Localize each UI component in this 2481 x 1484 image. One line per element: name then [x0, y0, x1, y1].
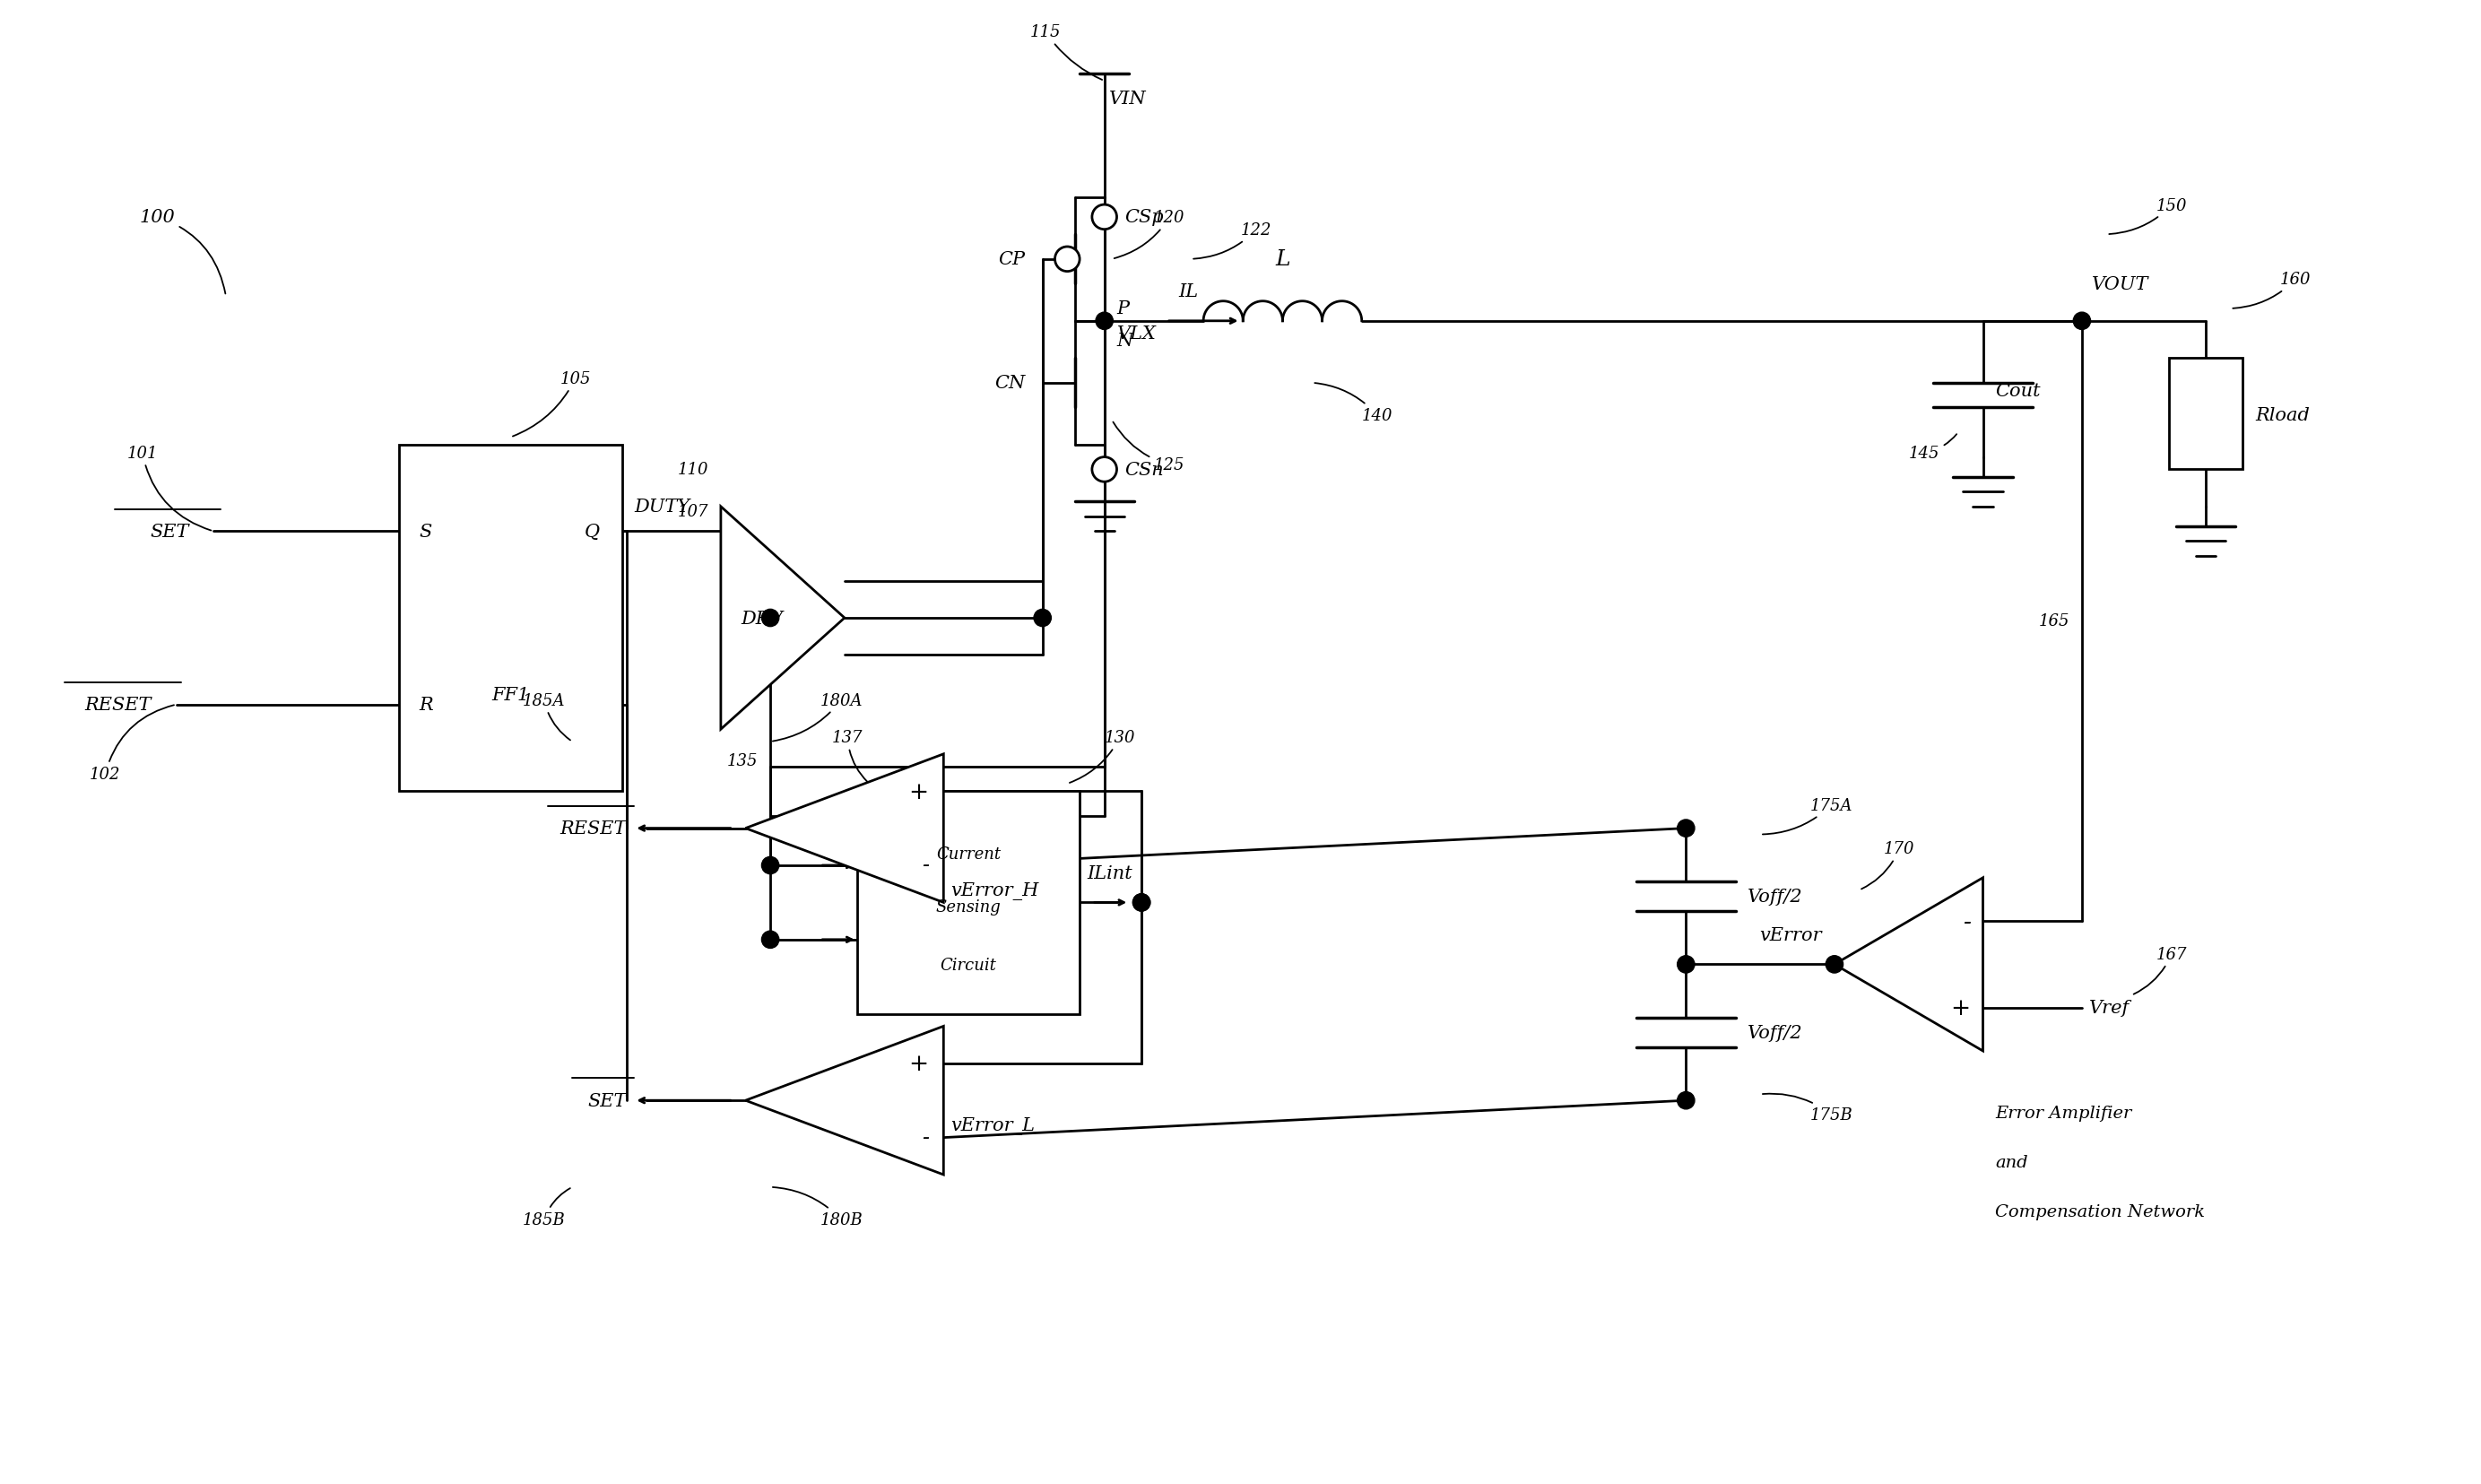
Text: -: -	[920, 855, 928, 876]
Polygon shape	[722, 508, 844, 730]
Polygon shape	[747, 754, 943, 902]
Text: Sensing: Sensing	[935, 899, 1000, 916]
Text: 185B: 185B	[523, 1189, 571, 1227]
Text: CN: CN	[995, 375, 1025, 392]
Circle shape	[1094, 459, 1116, 481]
Text: Vref: Vref	[2089, 999, 2129, 1017]
Text: +: +	[908, 781, 928, 803]
Text: 122: 122	[1193, 223, 1270, 260]
Text: vError_L: vError_L	[950, 1116, 1035, 1134]
Circle shape	[1035, 610, 1052, 628]
Text: Voff/2: Voff/2	[1747, 1024, 1804, 1042]
Text: -: -	[1962, 910, 1970, 932]
Text: VLX: VLX	[1116, 325, 1156, 343]
Circle shape	[762, 932, 779, 948]
Text: Compensation Network: Compensation Network	[1995, 1204, 2206, 1220]
Text: vError_H: vError_H	[950, 881, 1040, 899]
Circle shape	[1057, 248, 1079, 270]
Text: CSn: CSn	[1124, 462, 1164, 478]
Text: Circuit: Circuit	[940, 957, 997, 974]
Text: -: -	[920, 1128, 928, 1149]
Polygon shape	[1833, 879, 1982, 1051]
Text: +: +	[908, 1052, 928, 1074]
Text: 105: 105	[514, 371, 590, 436]
Text: 110: 110	[677, 462, 710, 478]
Text: +: +	[1950, 997, 1970, 1020]
Text: FF1: FF1	[491, 686, 528, 703]
Text: 145: 145	[1908, 435, 1958, 462]
Circle shape	[1097, 313, 1114, 331]
Text: 180B: 180B	[772, 1187, 863, 1227]
Text: vError: vError	[1759, 926, 1821, 944]
Text: 167: 167	[2134, 945, 2188, 994]
Text: 115: 115	[1030, 25, 1102, 80]
Text: 150: 150	[2109, 197, 2188, 234]
Text: 180A: 180A	[772, 693, 863, 742]
Text: Error Amplifier: Error Amplifier	[1995, 1106, 2131, 1120]
Text: VOUT: VOUT	[2091, 276, 2149, 292]
Text: 135: 135	[727, 752, 757, 769]
Bar	[399, 445, 623, 791]
Text: 137: 137	[831, 730, 868, 782]
Text: DUTY: DUTY	[635, 499, 690, 515]
Text: 160: 160	[2233, 272, 2310, 309]
Text: SET: SET	[588, 1092, 628, 1109]
Text: 170: 170	[1861, 841, 1915, 889]
Text: SET: SET	[149, 524, 189, 540]
Circle shape	[762, 858, 779, 874]
Circle shape	[1677, 819, 1695, 837]
Text: IL: IL	[1178, 283, 1198, 300]
Text: 175A: 175A	[1762, 797, 1853, 834]
Text: 185A: 185A	[523, 693, 571, 741]
Text: 100: 100	[139, 209, 226, 294]
Text: 101: 101	[127, 445, 211, 531]
Text: S: S	[419, 524, 432, 540]
Text: 175B: 175B	[1762, 1094, 1853, 1123]
Text: RESET: RESET	[84, 696, 151, 714]
Text: ILint: ILint	[1087, 865, 1131, 881]
Text: P: P	[1116, 301, 1129, 318]
Circle shape	[1094, 206, 1116, 229]
Text: L: L	[1275, 249, 1290, 270]
Text: RESET: RESET	[561, 821, 628, 837]
Text: CSp: CSp	[1124, 209, 1164, 226]
Text: and: and	[1995, 1155, 2027, 1171]
Text: 140: 140	[1315, 383, 1392, 424]
Text: Current: Current	[935, 846, 1000, 862]
Circle shape	[1134, 893, 1151, 911]
Text: 130: 130	[1069, 730, 1136, 784]
Circle shape	[1826, 956, 1843, 974]
Circle shape	[762, 610, 779, 628]
Circle shape	[1677, 956, 1695, 974]
Circle shape	[2074, 313, 2091, 331]
Bar	[856, 791, 1079, 1014]
Text: 125: 125	[1114, 423, 1186, 473]
Circle shape	[1677, 1092, 1695, 1110]
Text: R: R	[419, 696, 434, 714]
Text: 107: 107	[677, 505, 710, 519]
Text: 165: 165	[2039, 613, 2069, 629]
Text: Cout: Cout	[1995, 383, 2039, 399]
Text: N: N	[1116, 332, 1134, 350]
Text: Q: Q	[586, 524, 600, 540]
Text: 102: 102	[89, 705, 174, 782]
Text: Rload: Rload	[2255, 407, 2310, 424]
Bar	[2168, 359, 2243, 470]
Polygon shape	[747, 1027, 943, 1175]
Text: DRV: DRV	[742, 610, 782, 626]
Text: Voff/2: Voff/2	[1747, 887, 1804, 905]
Text: VIN: VIN	[1109, 91, 1146, 107]
Text: 120: 120	[1114, 211, 1186, 260]
Circle shape	[1134, 893, 1151, 911]
Text: CP: CP	[997, 251, 1025, 269]
